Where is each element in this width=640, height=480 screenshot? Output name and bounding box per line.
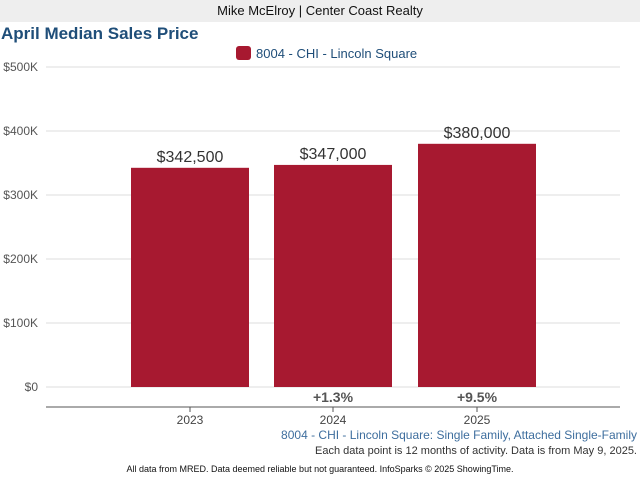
y-tick-label: $500K — [3, 60, 38, 74]
change-label: +9.5% — [457, 389, 498, 405]
legend-label: 8004 - CHI - Lincoln Square — [256, 45, 418, 61]
legend[interactable]: 8004 - CHI - Lincoln Square — [236, 45, 417, 61]
bars: $342,500 $347,000 +1.3% $380,000 +9.5% — [131, 125, 536, 405]
chart-title: April Median Sales Price — [1, 24, 199, 43]
chart-subtitle: 8004 - CHI - Lincoln Square: Single Fami… — [281, 428, 637, 442]
y-axis-ticks: $0 $100K $200K $300K $400K $500K — [3, 60, 38, 394]
x-axis-ticks: 2023 2024 2025 — [177, 407, 491, 427]
chart-area: $0 $100K $200K $300K $400K $500K $342,500 $347… — [3, 60, 620, 427]
agent-name: Mike McElroy | Center Coast Realty — [217, 3, 423, 18]
data-note: Each data point is 12 months of activity… — [314, 445, 637, 457]
y-tick-label: $0 — [25, 380, 39, 394]
bar — [274, 164, 392, 387]
bar — [131, 167, 249, 387]
x-tick-label: 2025 — [464, 413, 491, 427]
bar — [418, 143, 536, 387]
x-tick-label: 2024 — [320, 413, 347, 427]
change-label: +1.3% — [313, 389, 354, 405]
y-tick-label: $200K — [3, 252, 38, 266]
footer-disclaimer: All data from MRED. Data deemed reliable… — [126, 464, 514, 474]
y-tick-label: $300K — [3, 188, 38, 202]
data-label: $380,000 — [444, 125, 511, 142]
data-label: $342,500 — [157, 149, 224, 166]
legend-swatch — [236, 46, 251, 60]
header-bar: Mike McElroy | Center Coast Realty — [0, 0, 640, 22]
data-label: $347,000 — [300, 146, 367, 163]
y-tick-label: $400K — [3, 124, 38, 138]
y-tick-label: $100K — [3, 316, 38, 330]
x-tick-label: 2023 — [177, 413, 204, 427]
